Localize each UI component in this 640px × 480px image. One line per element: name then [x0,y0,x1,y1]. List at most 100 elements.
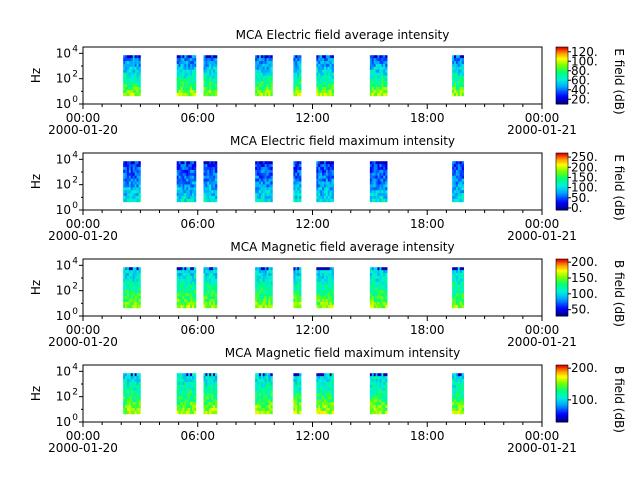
spectrogram-cell [138,396,141,400]
spectrogram-cell [268,184,271,188]
spectrogram-cell [260,273,264,277]
spectrogram-cell [457,376,461,380]
spectrogram-cell [270,161,273,165]
spectrogram-cell [377,72,380,76]
spectrogram-cell [270,55,273,59]
x-tick-label: 06:00 [180,323,215,337]
spectrogram-cell [264,273,267,277]
spectrogram-cell [373,399,377,403]
spectrogram-cell [188,384,191,389]
spectrogram-cell [180,405,183,409]
spectrogram-cell [325,66,329,71]
spectrogram-cell [209,87,212,91]
spectrogram-cell [257,193,260,197]
spectrogram-cell [322,63,325,68]
spectrogram-cell [383,387,386,392]
spectrogram-cell [132,379,136,383]
spectrogram-cell [381,84,384,88]
spectrogram-cell [260,181,264,185]
colorbar-tick-label: 50. [571,191,590,205]
spectrogram-cell [262,278,266,283]
spectrogram-cell [373,381,377,386]
spectrogram-cell [184,190,187,194]
spectrogram-cell [327,299,331,303]
spectrogram-cell [182,396,185,400]
spectrogram-cell [255,296,258,300]
spectrogram-cell [190,198,193,203]
spectrogram-cell [293,167,296,171]
spectrogram-cell [299,287,302,291]
spectrogram-cell [209,69,212,74]
spectrogram-cell [457,198,461,203]
spectrogram-cell [320,78,323,82]
spectrogram-cell [180,275,183,280]
spectrogram-cell [264,190,267,194]
spectrogram-cell [295,396,298,400]
spectrogram-cell [203,384,206,389]
spectrogram-cell [188,184,191,188]
spectrogram-cell [125,190,128,194]
x-date-label-left: 2000-01-20 [48,441,118,455]
spectrogram-cell [203,287,206,291]
spectrogram-cell [316,296,319,300]
spectrogram-cell [193,379,197,383]
spectrogram-cell [329,381,333,386]
colorbar-swatch [556,394,568,397]
spectrogram-cell [255,184,258,188]
spectrogram-cell [375,175,378,180]
spectrogram-cell [213,66,216,71]
spectrogram-cell [132,373,136,377]
spectrogram-cell [134,410,137,415]
spectrogram-cell [320,267,323,271]
spectrogram-cell [369,75,373,79]
spectrogram-cell [295,63,298,68]
spectrogram-cell [264,75,267,79]
spectrogram-cell [260,81,264,85]
colorbar-swatch [556,412,568,414]
spectrogram-cell [182,66,185,71]
spectrogram-cell [184,273,187,277]
spectrogram-cell [262,181,266,185]
spectrogram-cell [132,387,136,392]
spectrogram-cell [130,172,134,177]
spectrogram-cell [213,69,216,74]
spectrogram-cell [459,69,463,74]
spectrogram-cell [373,393,377,397]
spectrogram-cell [260,287,264,291]
spectrogram-cell [329,195,333,200]
spectrogram-cell [125,287,128,291]
colorbar-swatch [556,198,568,201]
spectrogram-cell [331,281,334,286]
spectrogram-cell [320,405,323,409]
spectrogram-cell [258,63,262,68]
spectrogram-cell [381,410,384,415]
spectrogram-cell [203,193,206,197]
spectrogram-cell [323,396,327,400]
spectrogram-cell [176,396,180,400]
spectrogram-cell [297,376,300,380]
spectrogram-cell [457,384,461,389]
spectrogram-cell [459,273,463,277]
spectrogram-cell [369,198,373,203]
spectrogram-cell [383,178,386,182]
spectrogram-cell [381,407,384,412]
spectrogram-cell [136,55,139,59]
spectrogram-cell [134,72,137,76]
colorbar-tick-label: 120. [571,45,598,59]
spectrogram-cell [385,72,388,76]
spectrogram-cell [452,75,455,79]
spectrogram-cell [134,402,137,406]
spectrogram-cell [327,66,331,71]
spectrogram-cell [126,89,130,94]
spectrogram-cell [316,379,319,383]
spectrogram-cell [299,89,302,94]
spectrogram-cell [266,161,269,165]
spectrogram-cell [203,301,206,306]
spectrogram-cell [455,402,459,406]
spectrogram-cell [205,405,208,409]
spectrogram-cell [385,164,388,168]
data-block [369,373,388,415]
spectrogram-cell [190,373,193,377]
spectrogram-cell [459,270,463,274]
